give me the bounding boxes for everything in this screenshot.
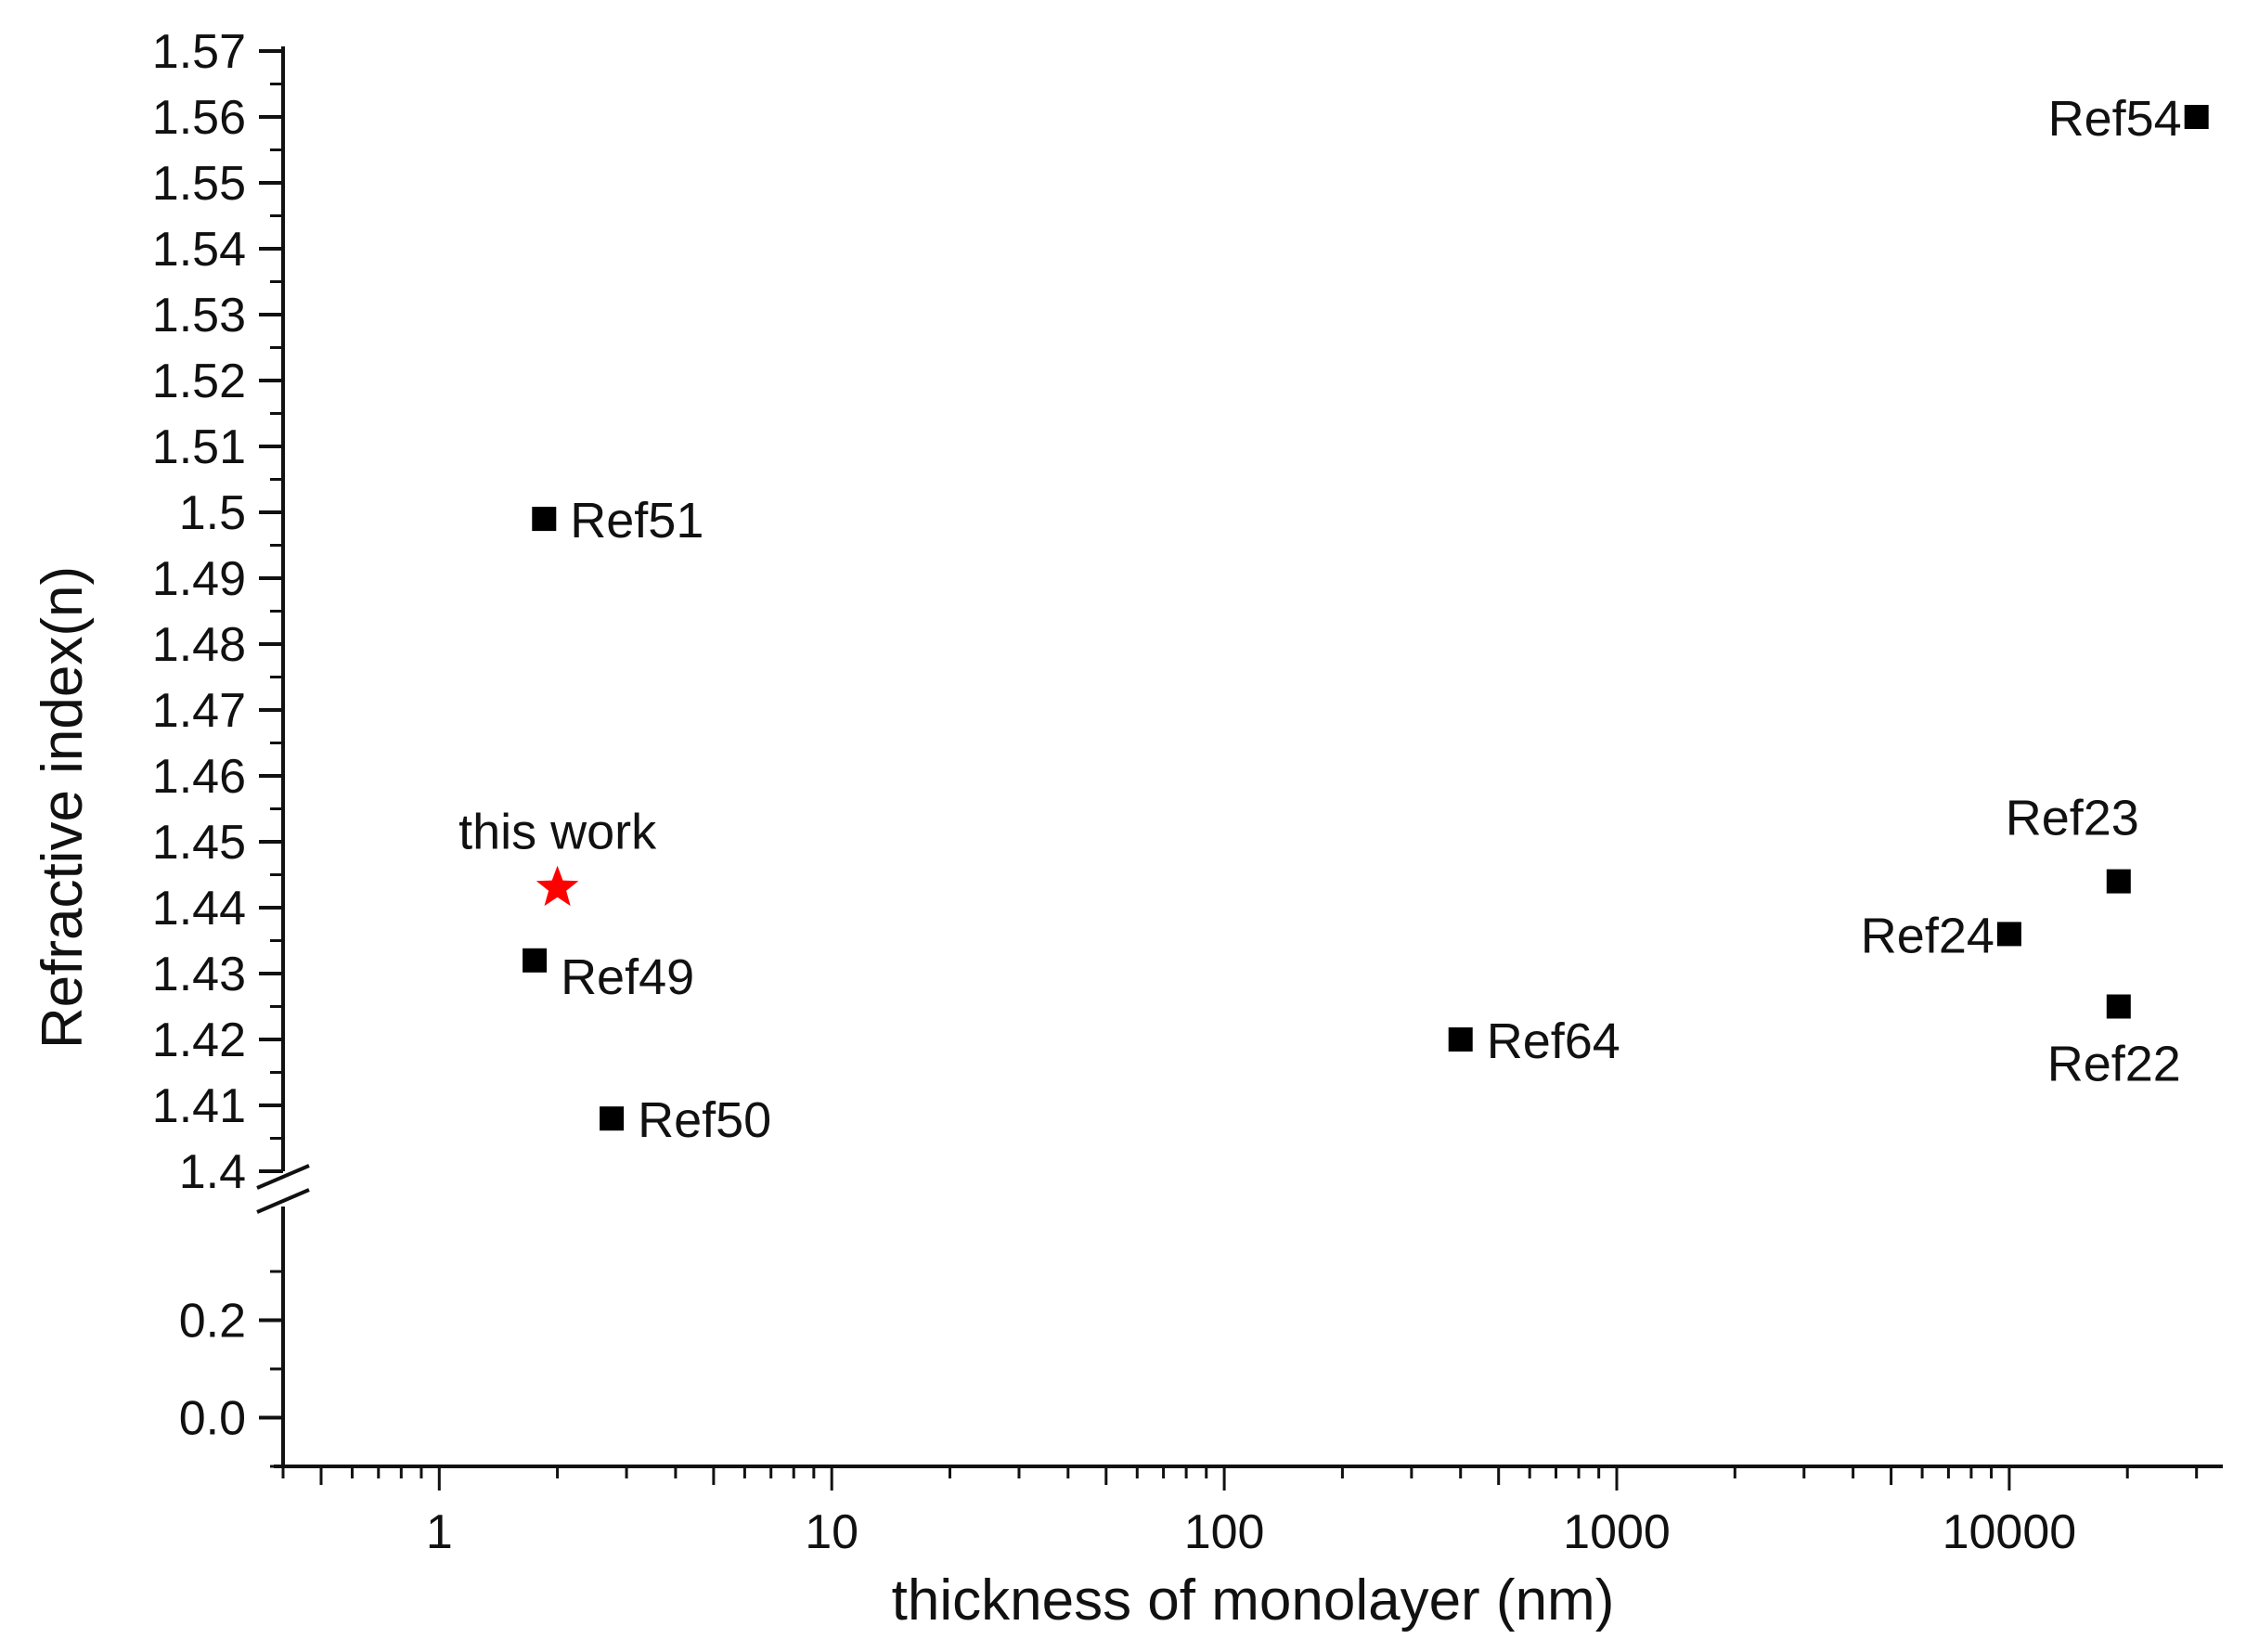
x-tick-label: 1: [426, 1505, 453, 1559]
y-axis-title: Refractive index(n): [31, 566, 95, 1049]
y-tick-label: 1.54: [152, 223, 246, 277]
y-tick-label: 1.5: [179, 486, 246, 540]
y-tick-label: 1.4: [179, 1145, 246, 1199]
data-point-label: this work: [458, 805, 657, 860]
x-tick-label: 1000: [1563, 1505, 1671, 1559]
y-tick-label: 1.48: [152, 618, 246, 672]
y-tick-label: 1.42: [152, 1013, 246, 1067]
data-point-label: Ref49: [561, 949, 694, 1005]
data-point-square: [523, 948, 548, 973]
data-point-square: [2106, 994, 2131, 1019]
data-point-star: [536, 865, 579, 907]
y-tick-label: 1.45: [152, 816, 246, 870]
y-tick-label: 1.47: [152, 684, 246, 738]
y-tick-label: 1.55: [152, 157, 246, 211]
y-tick-label: 1.44: [152, 882, 246, 936]
data-point-square: [1448, 1027, 1473, 1052]
data-point-label: Ref54: [2048, 91, 2182, 147]
x-axis-title: thickness of monolayer (nm): [892, 1568, 1615, 1633]
axis-break-mark: [256, 1164, 310, 1190]
data-point-label: Ref23: [2006, 791, 2139, 846]
y-tick-label: 1.49: [152, 552, 246, 606]
axis-break-mark: [256, 1188, 310, 1214]
data-point-label: Ref51: [570, 493, 703, 549]
x-tick-label: 10000: [1943, 1505, 2077, 1559]
x-tick-label: 100: [1184, 1505, 1265, 1559]
ticks: 1.4 1.41 1.42 1.43 1.44 1.45 1.46 1.47 1.48 1.49 1…: [152, 25, 2199, 1559]
y-tick-label: 0.0: [179, 1392, 246, 1446]
y-tick-label: 1.41: [152, 1079, 246, 1133]
data-point-label: Ref64: [1487, 1013, 1620, 1069]
data-point-label: Ref24: [1861, 908, 1994, 963]
x-tick-label: 10: [805, 1505, 858, 1559]
data-point-square: [1996, 922, 2021, 947]
y-tick-label: 1.56: [152, 91, 246, 145]
data-point-square: [2106, 869, 2131, 894]
y-tick-label: 1.43: [152, 948, 246, 1001]
y-tick-label: 0.2: [179, 1295, 246, 1349]
data-point-square: [2184, 105, 2209, 129]
y-tick-label: 1.53: [152, 289, 246, 342]
y-tick-label: 1.46: [152, 750, 246, 804]
data-marks: Ref54 Ref51 this work Ref49 Ref50 Ref64 Ref23 R…: [458, 91, 2209, 1148]
data-point-label: Ref50: [638, 1092, 771, 1148]
data-point-label: Ref22: [2047, 1037, 2181, 1092]
axes: [256, 46, 2223, 1468]
y-tick-label: 1.57: [152, 25, 246, 79]
y-tick-label: 1.52: [152, 355, 246, 408]
data-point-square: [532, 507, 557, 532]
y-tick-label: 1.51: [152, 420, 246, 474]
data-point-square: [600, 1106, 625, 1131]
